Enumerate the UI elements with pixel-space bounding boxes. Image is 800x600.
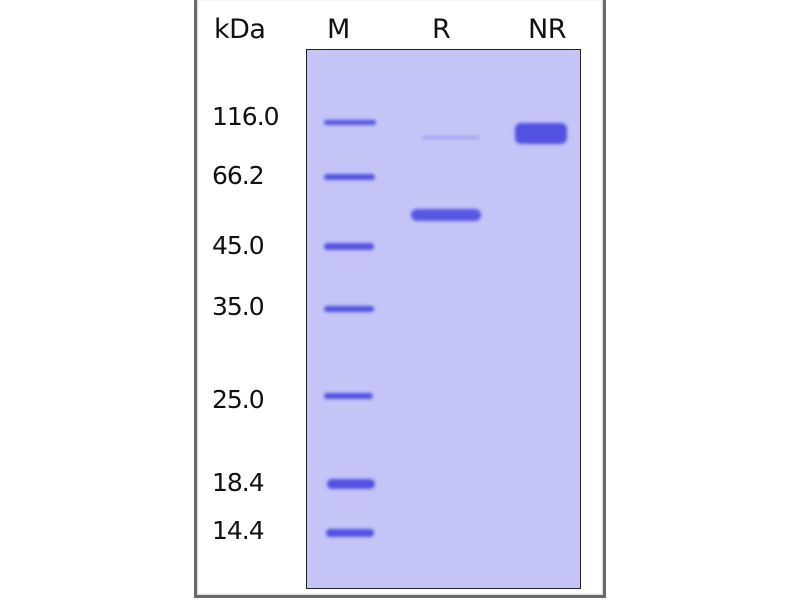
marker-band (324, 243, 374, 250)
mw-label: 45.0 (212, 231, 265, 260)
mw-label: 25.0 (212, 385, 265, 414)
marker-band (324, 120, 376, 125)
sample-band-r-faint (422, 136, 480, 139)
sample-band-r (411, 209, 481, 221)
mw-label: 18.4 (212, 468, 265, 497)
mw-label: 116.0 (212, 102, 280, 131)
lane-label-r: R (432, 14, 451, 45)
lane-label-nr: NR (528, 14, 566, 45)
marker-band (326, 529, 374, 537)
unit-label: kDa (214, 14, 266, 45)
marker-band (327, 479, 375, 489)
marker-band (324, 174, 375, 180)
sample-band-nr (515, 123, 567, 144)
marker-band (324, 393, 373, 399)
mw-label: 35.0 (212, 292, 265, 321)
mw-label: 14.4 (212, 516, 265, 545)
marker-band (324, 306, 374, 312)
lane-label-m: M (327, 14, 350, 45)
mw-label: 66.2 (212, 161, 265, 190)
